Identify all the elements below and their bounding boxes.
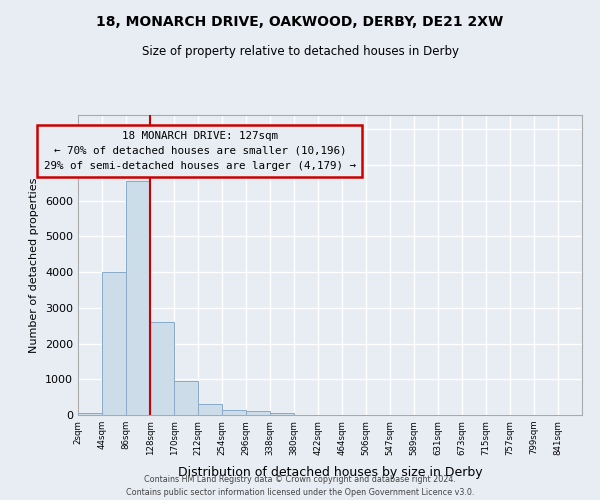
Bar (174, 381, 198, 415)
Bar (198, 404, 222, 415)
Y-axis label: Number of detached properties: Number of detached properties (29, 178, 40, 352)
Text: 18 MONARCH DRIVE: 127sqm
← 70% of detached houses are smaller (10,196)
29% of se: 18 MONARCH DRIVE: 127sqm ← 70% of detach… (44, 131, 356, 170)
Text: Size of property relative to detached houses in Derby: Size of property relative to detached ho… (142, 45, 458, 58)
Bar (78, 413, 102, 415)
Text: 18, MONARCH DRIVE, OAKWOOD, DERBY, DE21 2XW: 18, MONARCH DRIVE, OAKWOOD, DERBY, DE21 … (97, 15, 503, 29)
Bar (246, 412, 270, 415)
Bar (150, 322, 174, 415)
Bar (126, 181, 150, 415)
Bar (222, 410, 246, 415)
Bar (102, 272, 126, 415)
Bar (270, 412, 294, 415)
X-axis label: Distribution of detached houses by size in Derby: Distribution of detached houses by size … (178, 466, 482, 479)
Text: Contains public sector information licensed under the Open Government Licence v3: Contains public sector information licen… (126, 488, 474, 497)
Text: Contains HM Land Registry data © Crown copyright and database right 2024.: Contains HM Land Registry data © Crown c… (144, 476, 456, 484)
